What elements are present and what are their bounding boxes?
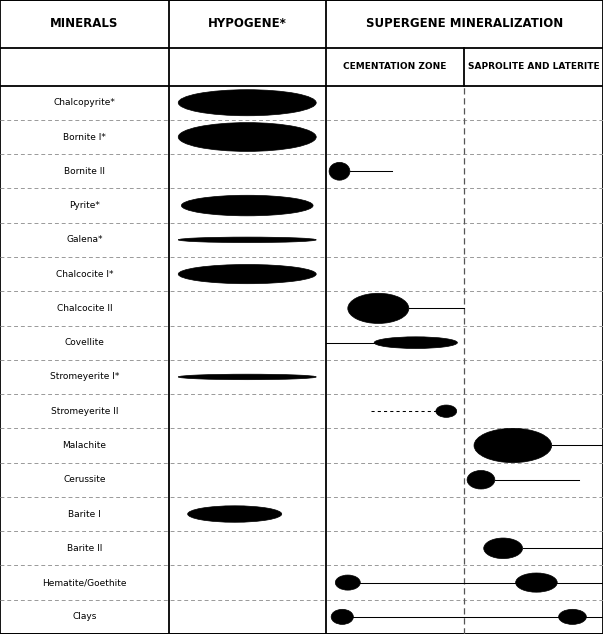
Ellipse shape (335, 575, 361, 590)
Text: MINERALS: MINERALS (50, 17, 119, 30)
Text: Malachite: Malachite (63, 441, 106, 450)
Ellipse shape (516, 573, 557, 592)
Ellipse shape (178, 89, 316, 116)
Text: Bornite I*: Bornite I* (63, 133, 106, 141)
Text: Barite II: Barite II (67, 544, 102, 553)
Text: Chalcocite II: Chalcocite II (57, 304, 112, 313)
Text: Bornite II: Bornite II (64, 167, 105, 176)
Text: Chalcocite I*: Chalcocite I* (55, 269, 113, 278)
Ellipse shape (182, 195, 313, 216)
Ellipse shape (178, 264, 316, 283)
Text: Stromeyerite I*: Stromeyerite I* (49, 372, 119, 382)
Ellipse shape (178, 237, 316, 243)
Ellipse shape (484, 538, 523, 559)
Ellipse shape (558, 609, 586, 624)
Text: Cerussite: Cerussite (63, 476, 106, 484)
Ellipse shape (188, 506, 282, 522)
Text: Pyrite*: Pyrite* (69, 201, 100, 210)
Ellipse shape (474, 429, 552, 463)
Ellipse shape (436, 405, 456, 417)
Text: Barite I: Barite I (68, 510, 101, 519)
Text: SAPROLITE AND LATERITE: SAPROLITE AND LATERITE (468, 62, 599, 71)
Text: HYPOGENE*: HYPOGENE* (208, 17, 286, 30)
Ellipse shape (331, 609, 353, 624)
Ellipse shape (467, 470, 495, 489)
Text: Covellite: Covellite (65, 338, 104, 347)
Text: CEMENTATION ZONE: CEMENTATION ZONE (343, 62, 447, 71)
Ellipse shape (178, 374, 316, 380)
Text: Hematite/Goethite: Hematite/Goethite (42, 578, 127, 587)
Text: Chalcopyrite*: Chalcopyrite* (54, 98, 115, 107)
Text: Stromeyerite II: Stromeyerite II (51, 406, 118, 416)
Text: SUPERGENE MINERALIZATION: SUPERGENE MINERALIZATION (365, 17, 563, 30)
Ellipse shape (374, 337, 457, 349)
Ellipse shape (329, 162, 350, 180)
Ellipse shape (348, 294, 409, 323)
Ellipse shape (178, 122, 316, 152)
Text: Galena*: Galena* (66, 235, 103, 244)
Text: Clays: Clays (72, 612, 96, 621)
